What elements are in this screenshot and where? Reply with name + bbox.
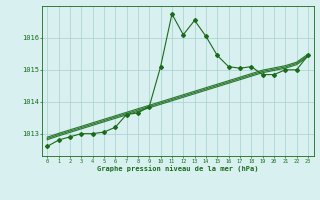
X-axis label: Graphe pression niveau de la mer (hPa): Graphe pression niveau de la mer (hPa)	[97, 165, 258, 172]
